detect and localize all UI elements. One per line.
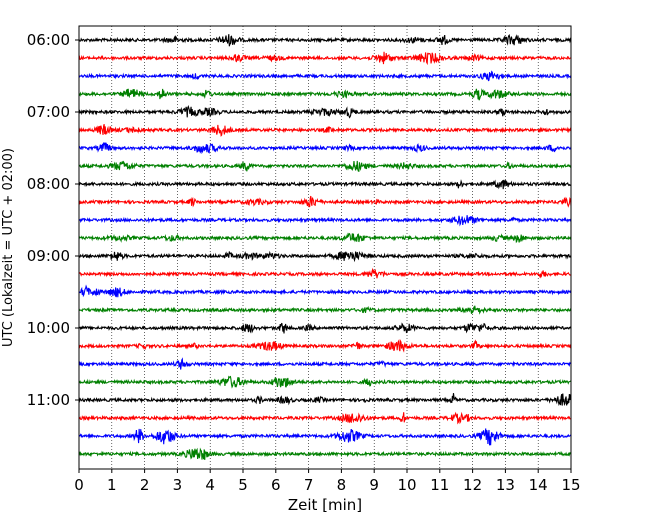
trace-line bbox=[78, 357, 572, 370]
trace-line bbox=[78, 267, 572, 279]
trace-line bbox=[78, 215, 572, 227]
x-tick-label: 4 bbox=[205, 476, 215, 494]
trace-line bbox=[78, 250, 572, 263]
x-axis: 0 1 2 3 4 5 6 7 8 9 10 11 12 13 14 15 bbox=[74, 469, 581, 494]
trace-line bbox=[78, 141, 572, 155]
x-tick-label: 10 bbox=[397, 476, 416, 494]
trace-line bbox=[78, 375, 572, 389]
seismic-traces bbox=[78, 34, 572, 460]
x-tick-label: 3 bbox=[173, 476, 183, 494]
trace-line bbox=[78, 179, 572, 190]
y-axis: 06:00 07:00 08:00 09:00 10:00 11:00 bbox=[27, 31, 79, 409]
trace-line bbox=[78, 338, 572, 353]
y-tick-label: 11:00 bbox=[27, 391, 70, 409]
trace-line bbox=[78, 70, 572, 82]
x-axis-label: Zeit [min] bbox=[288, 496, 362, 514]
x-tick-label: 11 bbox=[430, 476, 449, 494]
trace-line bbox=[78, 305, 572, 315]
trace-line bbox=[78, 160, 572, 172]
x-tick-label: 2 bbox=[140, 476, 150, 494]
y-tick-label: 10:00 bbox=[27, 319, 70, 337]
y-tick-label: 07:00 bbox=[27, 103, 70, 121]
trace-line bbox=[78, 51, 572, 66]
trace-line bbox=[78, 284, 572, 298]
plot-frame bbox=[78, 25, 572, 470]
trace-line bbox=[78, 105, 572, 119]
x-tick-label: 0 bbox=[74, 476, 84, 494]
x-tick-label: 15 bbox=[561, 476, 580, 494]
x-tick-label: 12 bbox=[463, 476, 482, 494]
trace-line bbox=[78, 322, 572, 334]
trace-line bbox=[78, 34, 572, 47]
x-tick-label: 9 bbox=[369, 476, 379, 494]
x-tick-label: 13 bbox=[496, 476, 515, 494]
y-tick-label: 08:00 bbox=[27, 175, 70, 193]
trace-line bbox=[78, 124, 572, 137]
x-tick-label: 1 bbox=[107, 476, 117, 494]
x-tick-label: 7 bbox=[304, 476, 314, 494]
trace-line bbox=[78, 393, 572, 407]
trace-line bbox=[78, 411, 572, 425]
trace-line bbox=[78, 195, 572, 208]
trace-line bbox=[78, 428, 572, 446]
y-axis-label: UTC (Lokalzeit = UTC + 02:00) bbox=[1, 148, 16, 347]
x-tick-label: 5 bbox=[238, 476, 248, 494]
trace-line bbox=[78, 447, 572, 460]
y-tick-label: 09:00 bbox=[27, 247, 70, 265]
y-tick-label: 06:00 bbox=[27, 31, 70, 49]
x-tick-label: 14 bbox=[529, 476, 548, 494]
x-tick-label: 6 bbox=[271, 476, 281, 494]
x-tick-label: 8 bbox=[337, 476, 347, 494]
trace-line bbox=[78, 88, 572, 101]
trace-line bbox=[78, 232, 572, 244]
